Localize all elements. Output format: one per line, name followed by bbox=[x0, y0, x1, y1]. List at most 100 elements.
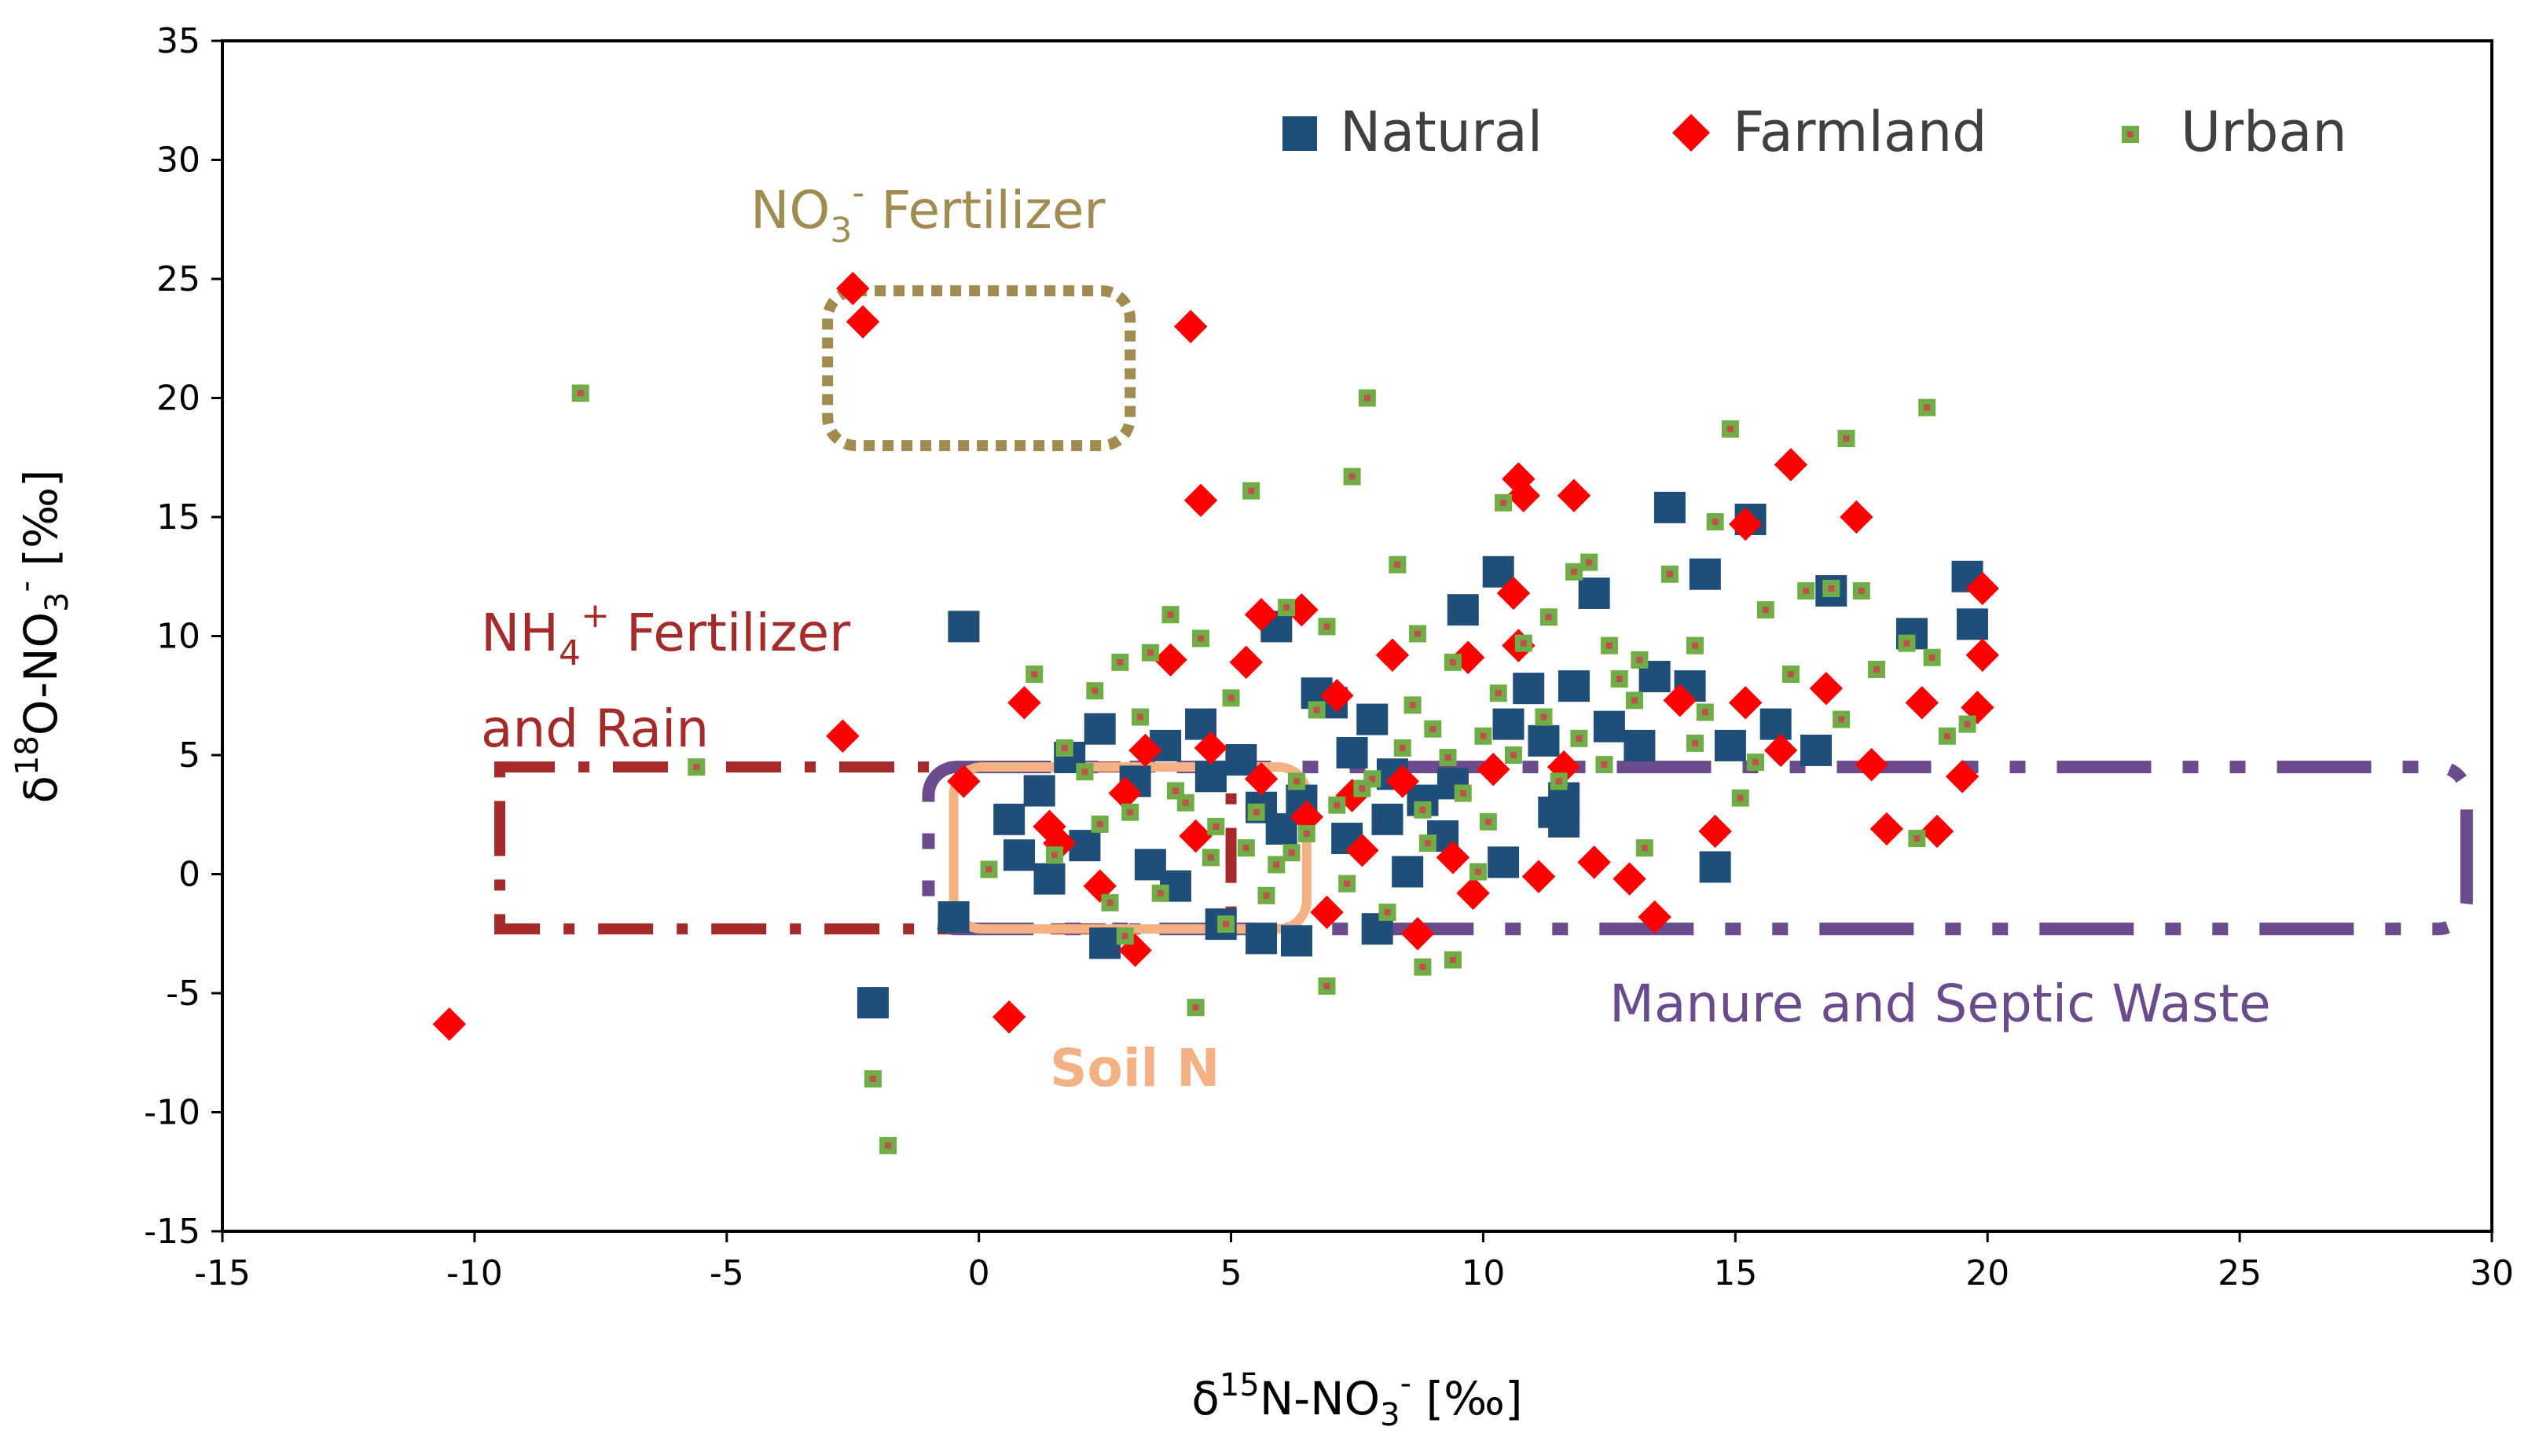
y-tick-label: -15 bbox=[144, 1212, 200, 1252]
urban-point-core bbox=[1051, 852, 1058, 859]
legend-natural-label: Natural bbox=[1340, 100, 1543, 164]
urban-point-core bbox=[1348, 473, 1356, 480]
natural-point bbox=[1225, 744, 1257, 776]
urban-point-core bbox=[1424, 840, 1431, 847]
urban-point-core bbox=[1313, 706, 1320, 713]
urban-point-core bbox=[1242, 845, 1249, 852]
soil-n-label: Soil N bbox=[1050, 1038, 1220, 1098]
urban-point-core bbox=[869, 1076, 876, 1083]
urban-point-core bbox=[1787, 670, 1794, 677]
x-tick-label: 15 bbox=[1713, 1253, 1757, 1293]
farmland-point bbox=[1477, 752, 1510, 787]
urban-point-core bbox=[1924, 404, 1931, 411]
farmland-point bbox=[1385, 765, 1419, 798]
urban-point-core bbox=[1182, 799, 1189, 806]
urban-point-core bbox=[1545, 614, 1552, 621]
natural-point bbox=[1356, 703, 1389, 735]
urban-point-core bbox=[1414, 630, 1422, 637]
farmland-point bbox=[1244, 598, 1279, 632]
urban-point-core bbox=[1737, 794, 1744, 801]
urban-point-core bbox=[1394, 561, 1401, 568]
legend-farmland-swatch bbox=[1671, 113, 1711, 152]
natural-point bbox=[1089, 927, 1121, 959]
natural-point bbox=[857, 987, 889, 1019]
x-tick-label: 5 bbox=[1220, 1253, 1242, 1293]
natural-point bbox=[1699, 851, 1731, 883]
urban-point-core bbox=[1293, 778, 1300, 785]
farmland-point bbox=[1174, 310, 1208, 343]
urban-point-core bbox=[1510, 752, 1517, 758]
x-tick-label: 20 bbox=[1965, 1253, 2009, 1293]
axis-ticks: -15 -10 -5 0 5 10 15 20 25 30 -15 -10 -5 0 5 10 15 20 25 30… bbox=[144, 21, 2514, 1293]
urban-point-core bbox=[1172, 787, 1179, 794]
x-tick-label: -15 bbox=[194, 1253, 251, 1293]
natural-point bbox=[1800, 734, 1833, 766]
natural-point bbox=[993, 803, 1026, 835]
zone-manure-and-septic-waste bbox=[922, 761, 2473, 936]
urban-point-core bbox=[1198, 635, 1205, 642]
urban-point-core bbox=[1127, 809, 1134, 816]
urban-point-core bbox=[1283, 604, 1290, 611]
urban-point-core bbox=[1323, 623, 1330, 630]
y-tick-label: 5 bbox=[178, 735, 200, 776]
urban-point-core bbox=[1303, 830, 1310, 837]
legend-farmland-label: Farmland bbox=[1733, 100, 1987, 164]
natural-point bbox=[1548, 805, 1580, 838]
urban-point-core bbox=[1500, 499, 1507, 506]
urban-point-core bbox=[1873, 666, 1880, 673]
farmland-point bbox=[1456, 876, 1490, 910]
data-points bbox=[432, 271, 2000, 1154]
urban-point-core bbox=[1157, 889, 1164, 897]
urban-point-core bbox=[1167, 611, 1174, 618]
urban-point-core bbox=[1484, 818, 1491, 825]
urban-point-core bbox=[1601, 761, 1608, 768]
urban-point-core bbox=[1520, 640, 1527, 647]
farmland-point bbox=[1229, 645, 1264, 680]
urban-point-core bbox=[693, 764, 700, 771]
urban-point-core bbox=[1031, 670, 1038, 677]
natural-point bbox=[1069, 830, 1101, 862]
farmland-point bbox=[1320, 679, 1354, 713]
farmland-point bbox=[1183, 483, 1218, 518]
urban-point-core bbox=[1081, 768, 1088, 776]
natural-point bbox=[937, 901, 970, 933]
urban-point-core bbox=[1631, 697, 1638, 704]
urban-point-core bbox=[1121, 933, 1128, 940]
natural-point bbox=[1714, 729, 1746, 761]
natural-point bbox=[948, 611, 980, 643]
urban-point-core bbox=[1752, 759, 1759, 766]
urban-point-core bbox=[1344, 880, 1351, 887]
urban-point-core bbox=[1248, 487, 1255, 494]
no3-fertilizer-label: NO3- Fertilizer bbox=[750, 173, 1106, 251]
y-tick-label: 10 bbox=[156, 617, 200, 657]
legend-urban-label: Urban bbox=[2181, 100, 2347, 164]
nh4-fertilizer-label: NH4+ Fertilizer bbox=[481, 596, 851, 673]
y-axis-title: δ18O-NO3- [‰] bbox=[8, 469, 75, 803]
urban-point-core bbox=[1213, 823, 1220, 830]
x-axis-title: δ15N-NO3- [‰] bbox=[1191, 1366, 1522, 1433]
urban-point-core bbox=[1903, 640, 1910, 647]
y-tick-label: 25 bbox=[156, 259, 200, 299]
farmland-point bbox=[1557, 479, 1591, 512]
urban-point-core bbox=[885, 1142, 892, 1149]
urban-point-core bbox=[1666, 570, 1673, 578]
natural-point bbox=[1003, 839, 1036, 871]
natural-point bbox=[1084, 713, 1116, 745]
natural-point bbox=[1194, 761, 1227, 793]
urban-point-core bbox=[1475, 868, 1482, 875]
natural-point bbox=[1624, 729, 1656, 761]
urban-point-core bbox=[1061, 744, 1068, 751]
natural-point bbox=[1371, 803, 1403, 835]
natural-point bbox=[1280, 925, 1312, 957]
urban-point-core bbox=[1691, 642, 1698, 649]
natural-point bbox=[1689, 558, 1721, 590]
urban-point-core bbox=[1444, 754, 1451, 761]
urban-point-core bbox=[1691, 739, 1698, 746]
urban-point-core bbox=[1363, 394, 1370, 402]
farmland-point bbox=[1698, 814, 1732, 849]
zone-no3-fertilizer bbox=[822, 285, 1136, 452]
farmland-point bbox=[1613, 862, 1646, 896]
y-tick-label: 30 bbox=[156, 141, 200, 181]
plot-area bbox=[221, 39, 2493, 1233]
y-tick-label: 15 bbox=[156, 497, 200, 537]
